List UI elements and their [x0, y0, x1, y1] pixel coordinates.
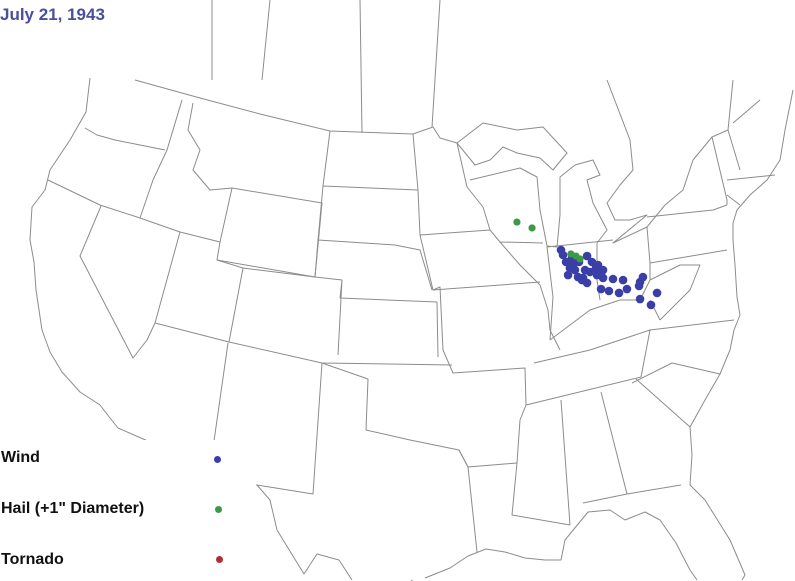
wa-id — [139, 99, 183, 219]
new-england — [711, 99, 776, 206]
wind-report-marker — [598, 273, 608, 283]
wind-report-marker — [638, 272, 648, 282]
al-ga-fl — [582, 362, 721, 504]
wind-report-marker — [558, 250, 568, 260]
mt-nd-sd — [314, 130, 433, 291]
wind-report-marker — [622, 284, 632, 294]
legend-label: Tornado — [1, 551, 64, 568]
hail-dot-icon — [215, 506, 222, 513]
wind-report-marker — [598, 265, 608, 275]
lake-superior — [456, 122, 568, 171]
legend — [0, 440, 256, 581]
legend-label: Hail (+1" Diameter) — [1, 500, 145, 517]
wind-report-marker — [618, 275, 628, 285]
mn-ia-wi — [412, 133, 544, 291]
hail-report-marker — [528, 224, 536, 232]
id-mt — [187, 102, 233, 243]
wind-report-marker — [582, 251, 592, 261]
map-title: July 21, 1943 — [0, 5, 105, 24]
ar-la-ms — [458, 399, 571, 526]
ca-nv — [79, 205, 156, 359]
wind-report-marker — [646, 300, 656, 310]
west-coast — [29, 77, 119, 429]
il-mo — [432, 241, 561, 406]
canada-provinces — [211, 0, 634, 171]
or-ca-nv — [47, 179, 221, 243]
canada-border — [134, 79, 458, 144]
wind-report-marker — [604, 286, 614, 296]
boundaries — [29, 0, 794, 581]
lake-michigan — [469, 159, 608, 248]
tx-ok — [321, 362, 478, 553]
wind-report-marker — [582, 278, 592, 288]
wy — [216, 187, 323, 278]
wind-dot-icon — [214, 456, 221, 463]
wind-report-marker — [587, 257, 597, 267]
wind-report-marker — [563, 270, 573, 280]
lake-huron-erie — [606, 79, 734, 244]
storm-reports — [513, 218, 662, 310]
wind-report-marker — [634, 281, 644, 291]
legend-label: Wind — [1, 449, 40, 466]
tornado-dot-icon — [216, 556, 223, 563]
co-ks-ne — [228, 267, 453, 366]
hail-report-marker — [513, 218, 521, 226]
wind-report-marker — [635, 294, 645, 304]
ky-tn — [525, 299, 735, 406]
ut — [154, 231, 244, 343]
wind-report-marker — [608, 274, 618, 284]
wind-report-marker — [614, 288, 624, 298]
hail-report-marker — [576, 255, 584, 263]
wind-report-marker — [652, 288, 662, 298]
wv-va-pa — [646, 204, 728, 321]
in-oh — [546, 226, 651, 341]
wa-or — [84, 127, 166, 151]
wind-report-marker — [596, 284, 606, 294]
gulf-coast — [410, 89, 794, 581]
